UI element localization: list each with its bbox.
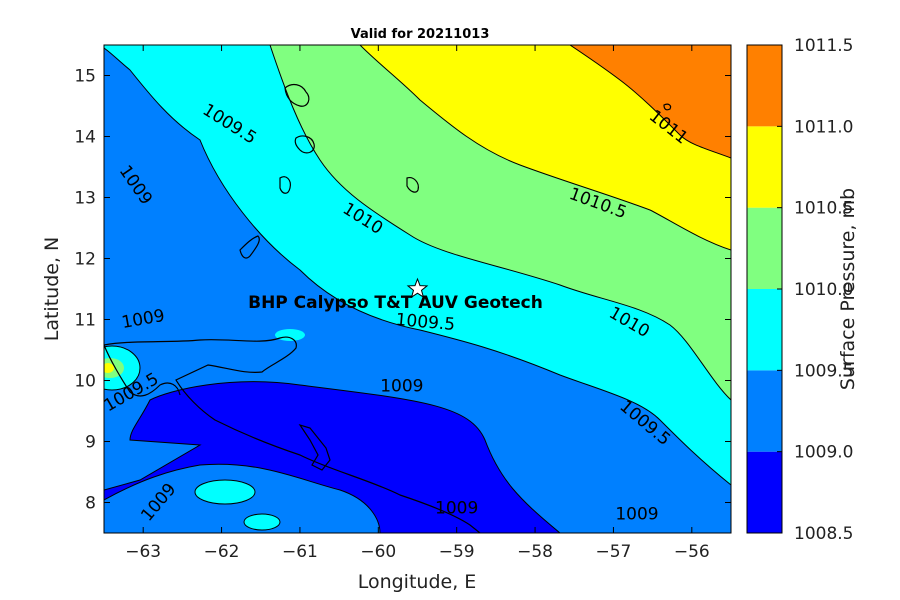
x-tick-label: −60 xyxy=(360,542,396,562)
coast-island-small xyxy=(663,103,672,111)
colorbar-swatch xyxy=(747,45,782,127)
colorbar-label: Surface Pressure, mb xyxy=(837,188,859,390)
coast-orinoco-delta xyxy=(298,423,331,471)
x-tick-label: −63 xyxy=(125,542,161,562)
y-tick-label: 13 xyxy=(74,189,96,209)
colorbar-tick-label: 1008.5 xyxy=(794,524,853,544)
y-tick-label: 8 xyxy=(85,494,96,514)
x-tick-label: −58 xyxy=(517,542,553,562)
plot-frame xyxy=(103,44,732,534)
site-marker: BHP Calypso T&T AUV Geotech xyxy=(248,277,543,313)
x-tick-label: −57 xyxy=(595,542,631,562)
colorbar: 1008.5 1009.0 1009.5 1010.0 1010.5 1011.0 1011… xyxy=(746,36,853,544)
coast-island-2 xyxy=(294,135,315,154)
band-1010-5 xyxy=(360,45,731,250)
y-axis: 8 9 10 11 12 13 14 15 xyxy=(74,67,731,514)
band-high-pocket-west-peak xyxy=(104,363,114,373)
band-1011-0 xyxy=(570,45,731,158)
coast-mainland-west xyxy=(104,344,181,397)
contour-label: 1009 xyxy=(380,377,423,397)
y-axis-label: Latitude, N xyxy=(41,237,63,342)
y-tick-label: 9 xyxy=(85,433,96,453)
colorbar-swatch xyxy=(747,207,782,289)
contour-label: 1009 xyxy=(435,499,478,519)
chart-title: Valid for 20211013 xyxy=(351,27,490,42)
coast-island-3 xyxy=(279,176,291,194)
coast-island-4 xyxy=(406,177,419,193)
coast-island-north xyxy=(284,83,310,107)
coast-island-chain xyxy=(239,235,260,259)
x-tick-label: −56 xyxy=(674,542,710,562)
y-tick-label: 11 xyxy=(74,311,96,331)
colorbar-swatch xyxy=(747,126,782,208)
colorbar-tick-label: 1010.0 xyxy=(794,280,853,300)
star-icon xyxy=(406,277,429,299)
x-tick-label: −62 xyxy=(204,542,240,562)
y-tick-label: 10 xyxy=(74,372,96,392)
colorbar-tick-label: 1010.5 xyxy=(794,199,853,219)
colorbar-swatch xyxy=(747,370,782,452)
coast-trinidad xyxy=(104,336,481,533)
band-pocket-tobago-east xyxy=(275,329,305,341)
colorbar-tick-label: 1009.5 xyxy=(794,361,853,381)
colorbar-tick-label: 1011.0 xyxy=(794,117,853,137)
x-axis: −63 −62 −61 −60 −59 −58 −57 −56 xyxy=(125,45,710,562)
x-tick-label: −61 xyxy=(282,542,318,562)
colorbar-tick-label: 1009.0 xyxy=(794,443,853,463)
band-low-pocket-south-1 xyxy=(195,480,255,504)
contour-lines xyxy=(104,45,731,533)
x-axis-label: Longitude, E xyxy=(358,571,477,593)
y-tick-label: 15 xyxy=(74,67,96,87)
colorbar-swatch xyxy=(747,289,782,371)
colorbar-tick-label: 1011.5 xyxy=(794,36,853,56)
colorbar-swatch xyxy=(747,451,782,533)
x-tick-label: −59 xyxy=(439,542,475,562)
y-tick-label: 12 xyxy=(74,250,96,270)
site-label: BHP Calypso T&T AUV Geotech xyxy=(248,293,543,313)
contour-label: 1009 xyxy=(615,505,658,525)
band-low-pocket-south-2 xyxy=(244,514,280,530)
y-tick-label: 14 xyxy=(74,128,96,148)
coastlines xyxy=(104,83,672,533)
